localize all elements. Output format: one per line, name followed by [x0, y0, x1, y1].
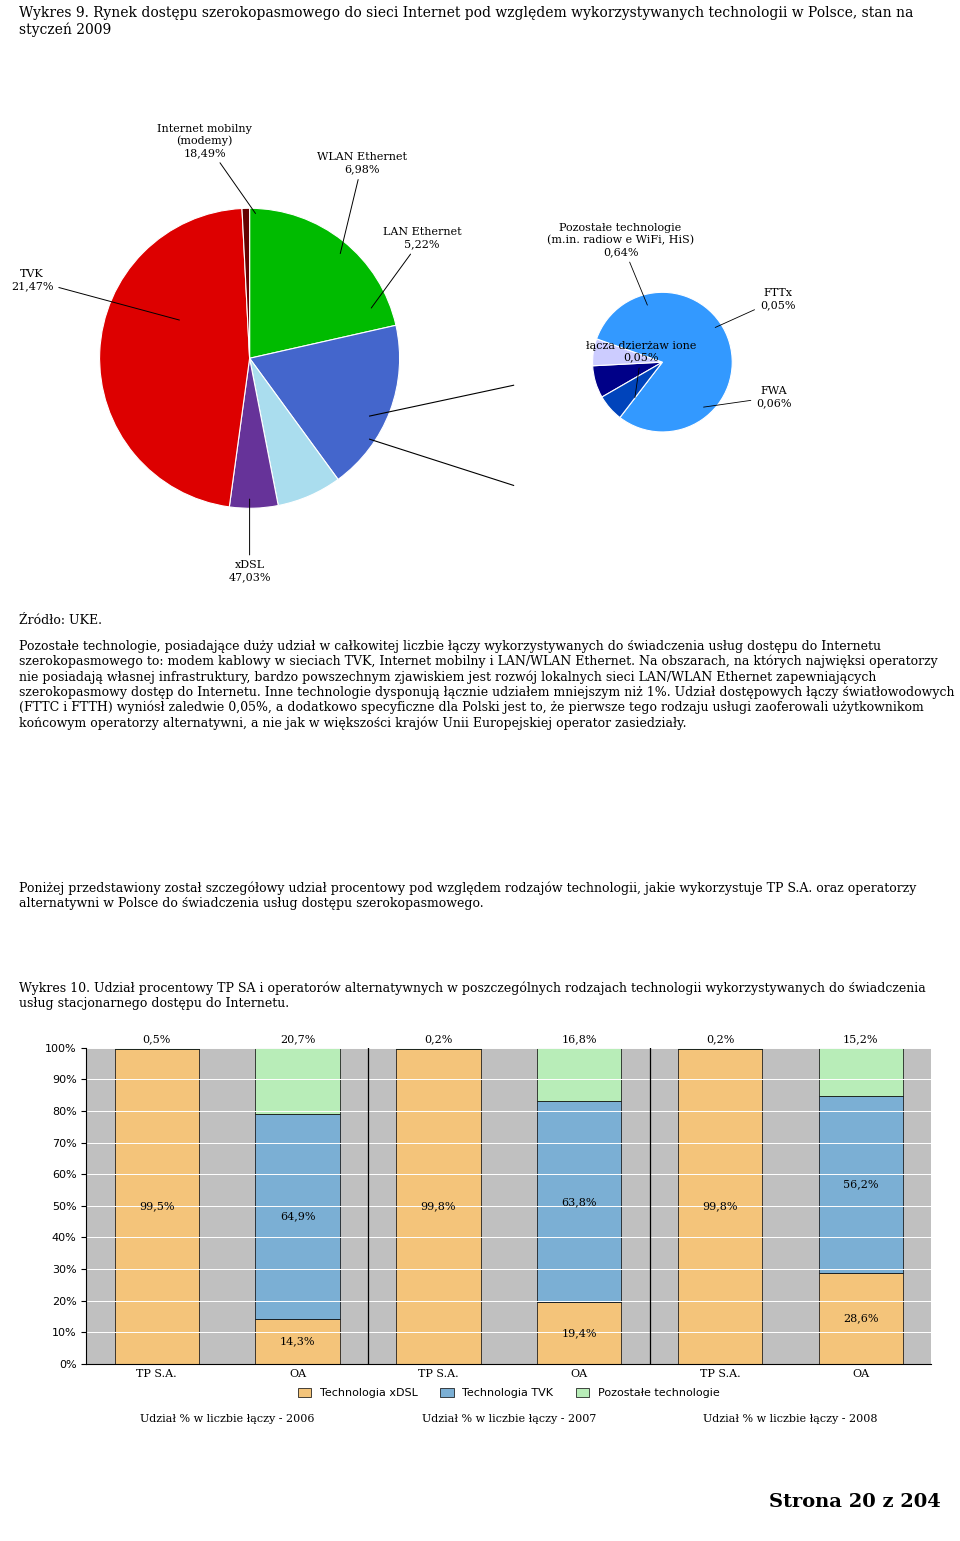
Bar [819, 1273, 903, 1364]
Wedge shape [592, 339, 662, 365]
Wedge shape [242, 208, 250, 359]
Text: 19,4%: 19,4% [562, 1328, 597, 1338]
Text: Pozostałe technologie, posiadające duży udział w całkowitej liczbie łączy wykorz: Pozostałe technologie, posiadające duży … [19, 640, 954, 730]
Legend: Technologia xDSL, Technologia TVK, Pozostałe technologie: Technologia xDSL, Technologia TVK, Pozos… [298, 1388, 720, 1398]
Text: FTTx
0,05%: FTTx 0,05% [715, 288, 795, 328]
Bar [114, 1049, 199, 1364]
Text: 99,8%: 99,8% [703, 1200, 737, 1211]
Text: Udział % w liczbie łączy - 2008: Udział % w liczbie łączy - 2008 [703, 1415, 877, 1424]
Text: 15,2%: 15,2% [843, 1034, 878, 1045]
Text: Internet mobilny
(modemy)
18,49%: Internet mobilny (modemy) 18,49% [157, 123, 255, 214]
Bar [819, 1096, 903, 1273]
Wedge shape [100, 208, 250, 507]
Text: xDSL
47,03%: xDSL 47,03% [228, 499, 271, 582]
Bar [537, 1302, 621, 1364]
Wedge shape [250, 208, 396, 359]
Bar [678, 1048, 762, 1364]
Text: 0,2%: 0,2% [706, 1034, 734, 1045]
Text: Pozostałe technologie
(m.in. radiow e WiFi, HiS)
0,64%: Pozostałe technologie (m.in. radiow e Wi… [547, 223, 694, 305]
Text: LAN Ethernet
5,22%: LAN Ethernet 5,22% [372, 228, 462, 308]
Text: FWA
0,06%: FWA 0,06% [704, 387, 792, 408]
Bar [396, 1048, 481, 1364]
Text: 64,9%: 64,9% [280, 1211, 315, 1220]
Text: Udział % w liczbie łączy - 2007: Udział % w liczbie łączy - 2007 [421, 1415, 596, 1424]
Text: 56,2%: 56,2% [843, 1180, 878, 1190]
Bar [114, 1048, 199, 1049]
Text: Udział % w liczbie łączy - 2006: Udział % w liczbie łączy - 2006 [140, 1415, 315, 1424]
Wedge shape [250, 325, 399, 479]
Text: Źródło: UKE.: Źródło: UKE. [19, 613, 102, 627]
Wedge shape [602, 362, 662, 418]
Text: WLAN Ethernet
6,98%: WLAN Ethernet 6,98% [317, 153, 407, 254]
Wedge shape [592, 362, 662, 398]
Text: 14,3%: 14,3% [280, 1336, 315, 1347]
Text: 0,5%: 0,5% [143, 1034, 171, 1045]
Text: Poniżej przedstawiony został szczegółowy udział procentowy pod względem rodzajów: Poniżej przedstawiony został szczegółowy… [19, 881, 917, 909]
Text: łącza dzierżaw ione
0,05%: łącza dzierżaw ione 0,05% [587, 341, 697, 398]
Bar [255, 1114, 340, 1319]
Text: 99,5%: 99,5% [139, 1202, 175, 1211]
Wedge shape [250, 359, 338, 505]
Bar [537, 1048, 621, 1100]
Text: Wykres 10. Udział procentowy TP SA i operatorów alternatywnych w poszczególnych : Wykres 10. Udział procentowy TP SA i ope… [19, 982, 926, 1009]
Text: Wykres 9. Rynek dostępu szerokopasmowego do sieci Internet pod względem wykorzys: Wykres 9. Rynek dostępu szerokopasmowego… [19, 6, 914, 37]
Bar [819, 1048, 903, 1096]
Text: 0,2%: 0,2% [424, 1034, 452, 1045]
Text: 28,6%: 28,6% [843, 1313, 878, 1324]
Text: 20,7%: 20,7% [280, 1034, 315, 1045]
Text: 99,8%: 99,8% [420, 1200, 456, 1211]
Bar [537, 1100, 621, 1302]
Text: Strona 20 z 204: Strona 20 z 204 [769, 1493, 941, 1512]
Bar [255, 1048, 340, 1114]
Bar [255, 1319, 340, 1364]
Wedge shape [596, 293, 732, 431]
Text: 63,8%: 63,8% [562, 1197, 597, 1207]
Text: 16,8%: 16,8% [562, 1034, 597, 1045]
Wedge shape [229, 359, 278, 509]
Text: TVK
21,47%: TVK 21,47% [11, 270, 180, 321]
